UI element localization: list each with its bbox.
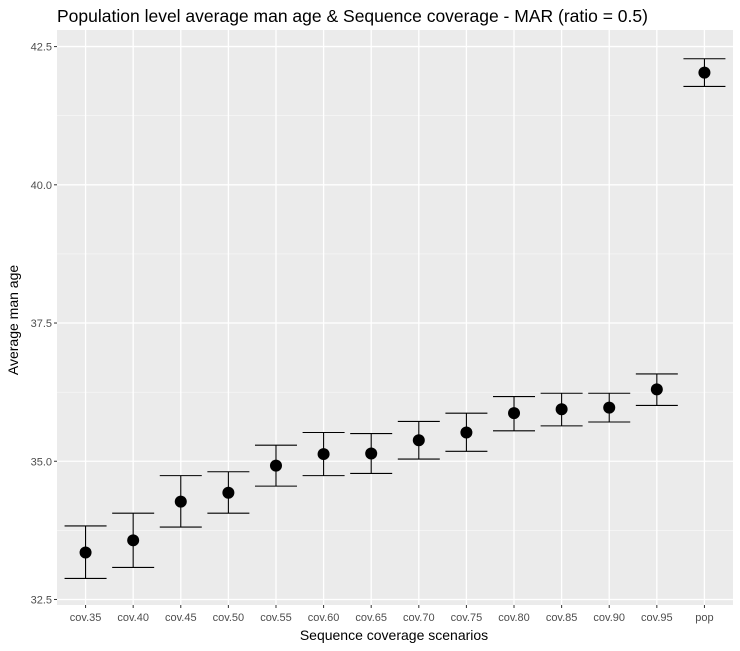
data-point-cov.50: [222, 486, 235, 499]
data-point-cov.65: [365, 447, 378, 460]
x-axis-title: Sequence coverage scenarios: [300, 627, 488, 643]
x-tick-label: cov.45: [165, 612, 197, 624]
error-bars: [64, 58, 726, 580]
x-tick-label: cov.90: [593, 612, 625, 624]
data-point-cov.75: [460, 426, 473, 439]
y-axis-title: Average man age: [5, 265, 21, 375]
x-tick-label: cov.50: [213, 612, 245, 624]
data-point-cov.85: [555, 403, 568, 416]
grid-minor: [57, 115, 733, 531]
x-tick-label: cov.80: [498, 612, 530, 624]
x-tick-label: pop: [695, 612, 713, 624]
y-axis: 32.5 35.0 37.5 40.0 42.5: [31, 42, 57, 606]
y-tick-label: 37.5: [31, 318, 52, 330]
grid-major: [57, 30, 733, 605]
data-point-cov.95: [650, 383, 663, 396]
data-point-cov.90: [603, 401, 616, 414]
plot-panel: [57, 30, 733, 605]
x-tick-label: cov.60: [308, 612, 340, 624]
data-point-cov.80: [508, 407, 521, 420]
y-tick-label: 42.5: [31, 42, 52, 54]
data-points: [79, 66, 711, 559]
x-tick-label: cov.70: [403, 612, 435, 624]
data-point-cov.45: [174, 495, 187, 508]
y-tick-label: 40.0: [31, 180, 52, 192]
x-tick-label: cov.35: [70, 612, 102, 624]
data-point-cov.70: [412, 434, 425, 447]
x-tick-label: cov.75: [451, 612, 483, 624]
data-point-pop: [698, 66, 711, 79]
x-tick-label: cov.55: [260, 612, 292, 624]
x-tick-label: cov.85: [546, 612, 578, 624]
data-point-cov.40: [127, 534, 140, 547]
chart-title: Population level average man age & Seque…: [57, 6, 648, 26]
x-tick-label: cov.95: [641, 612, 673, 624]
x-tick-label: cov.40: [117, 612, 149, 624]
y-tick-label: 35.0: [31, 456, 52, 468]
y-tick-label: 32.5: [31, 594, 52, 606]
data-point-cov.60: [317, 448, 330, 461]
data-point-cov.55: [269, 459, 282, 472]
data-point-cov.35: [79, 546, 92, 559]
x-axis: cov.35 cov.40 cov.45 cov.50 cov.55 cov.60 cov.…: [70, 605, 714, 624]
x-tick-label: cov.65: [355, 612, 387, 624]
